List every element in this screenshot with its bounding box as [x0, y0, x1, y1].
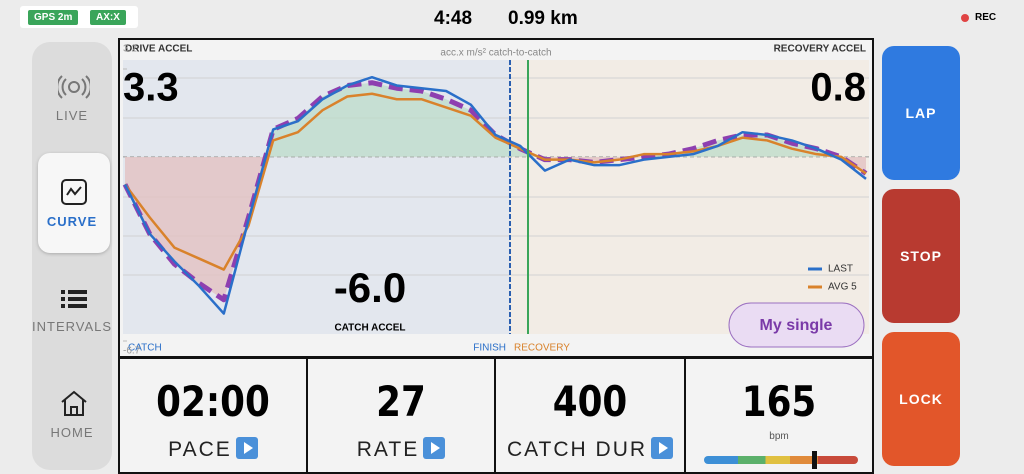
series-line	[123, 92, 867, 271]
y-tick-label: 3.2	[123, 44, 137, 55]
live-icon	[58, 75, 90, 99]
rate-label: RATE	[356, 438, 420, 461]
play-icon	[651, 437, 674, 459]
hr-zone-bar	[704, 456, 858, 464]
catch-label: CATCH ACCEL	[334, 323, 405, 334]
catch-dur-value: 400	[552, 377, 628, 426]
hr-unit: bpm	[769, 431, 789, 442]
rate-tile[interactable]: 27 RATE	[306, 357, 496, 474]
my-single-button[interactable]	[728, 302, 865, 348]
chart: DRIVE ACCEL acc.x m/s² catch-to-catch RE…	[118, 38, 874, 358]
drive-value: 3.3	[123, 66, 179, 110]
nav-live[interactable]: LIVE	[55, 108, 89, 123]
legend-label: AVG 5	[828, 282, 857, 293]
ax-badge: AX:X	[90, 10, 126, 25]
distance: 0.99 km	[508, 8, 578, 29]
recovery-label: RECOVERY ACCEL	[774, 44, 866, 55]
intervals-icon	[61, 290, 87, 308]
nav-intervals[interactable]: INTERVALS	[32, 319, 113, 334]
catch-dur-label: CATCH DUR	[506, 438, 648, 461]
gps-badge: GPS 2m	[28, 10, 79, 25]
curve-icon	[61, 179, 87, 205]
stop-button[interactable]: STOP	[882, 189, 960, 323]
hr-tile[interactable]: 165 bpm	[684, 357, 874, 474]
catch-value: -6.0	[334, 264, 406, 311]
rec-dot	[961, 14, 969, 22]
nav-panel	[32, 42, 112, 470]
elapsed-time: 4:48	[434, 8, 473, 29]
phase-catch: CATCH	[128, 343, 162, 354]
nav-curve[interactable]: CURVE	[46, 214, 98, 229]
drive-label: DRIVE ACCEL	[125, 44, 192, 55]
catch-dur-tile[interactable]: 400 CATCH DUR	[494, 357, 686, 474]
phase-recovery: RECOVERY	[514, 343, 570, 354]
rate-value: 27	[376, 377, 426, 426]
pace-label: PACE	[168, 438, 232, 461]
pace-tile[interactable]: 02:00 PACE	[118, 357, 308, 474]
home-icon	[61, 390, 87, 416]
y-tick-label: -6.7	[123, 346, 141, 357]
recovery-value: 0.8	[810, 66, 866, 110]
positive-area	[125, 82, 866, 157]
lock-button[interactable]: LOCK	[882, 332, 960, 466]
chart-title: acc.x m/s² catch-to-catch	[440, 48, 551, 59]
my-single-label[interactable]: My single	[760, 317, 833, 334]
pace-value: 02:00	[156, 377, 270, 426]
nav-home[interactable]: HOME	[50, 425, 94, 440]
negative-area	[125, 156, 866, 300]
play-icon	[235, 437, 258, 459]
hr-value: 165	[741, 377, 817, 426]
lap-button[interactable]: LAP	[882, 46, 960, 180]
series-line	[123, 75, 867, 315]
legend-label: LAST	[828, 264, 853, 275]
rec-label: REC	[975, 12, 997, 23]
play-icon	[423, 437, 446, 459]
phase-finish: FINISH	[473, 343, 506, 354]
hr-marker	[812, 451, 817, 469]
